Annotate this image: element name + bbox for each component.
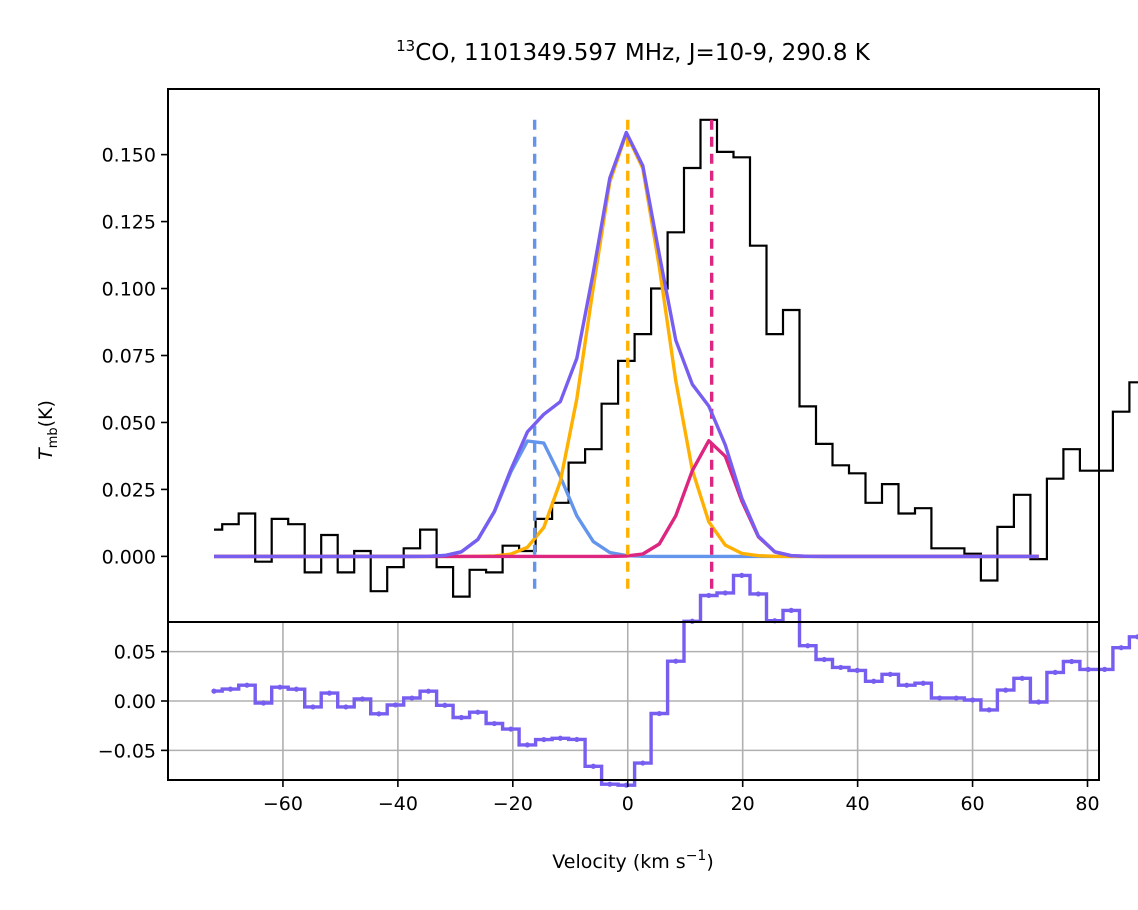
residual-point bbox=[277, 684, 283, 690]
residual-point bbox=[244, 682, 250, 688]
residual-point bbox=[524, 742, 530, 748]
residual-point bbox=[755, 591, 761, 597]
residual-point bbox=[656, 710, 662, 717]
residual-point bbox=[491, 720, 497, 727]
residual-point bbox=[970, 697, 976, 703]
residual-point bbox=[1102, 666, 1108, 673]
residual-point bbox=[673, 658, 679, 664]
residual-point bbox=[326, 690, 333, 696]
residual-point bbox=[376, 711, 382, 717]
residual-point bbox=[574, 736, 580, 743]
y-axis-label: Tmb(K) bbox=[35, 400, 61, 460]
residual-point bbox=[359, 696, 366, 702]
residual-point bbox=[1036, 699, 1042, 705]
residual-point bbox=[425, 688, 431, 694]
x-axis-label-close: ) bbox=[706, 851, 713, 873]
residual-point bbox=[904, 682, 910, 688]
x-tick-label: −20 bbox=[493, 793, 533, 815]
main-y-tick-label: 0.150 bbox=[102, 145, 156, 167]
residual-point bbox=[211, 688, 217, 694]
residual-point bbox=[442, 702, 448, 708]
residual-point bbox=[722, 590, 728, 596]
x-tick-label: 80 bbox=[1075, 793, 1099, 815]
residual-point bbox=[293, 686, 300, 692]
residual-y-tick-label: −0.05 bbox=[98, 740, 156, 762]
residual-point bbox=[310, 704, 316, 710]
residual-point bbox=[986, 707, 992, 713]
residual-steps bbox=[214, 573, 1138, 787]
x-axis: −60 −40 −20 0 20 40 60 80 bbox=[263, 780, 1100, 815]
residual-point bbox=[409, 695, 415, 701]
main-y-tick-label: 0.100 bbox=[102, 279, 156, 301]
y-axis-label-symbol: T bbox=[35, 447, 57, 460]
residual-point bbox=[541, 736, 547, 743]
residual-point bbox=[805, 643, 811, 649]
residual-point bbox=[788, 607, 794, 613]
x-axis-label: Velocity (km s−1) bbox=[552, 848, 714, 873]
x-axis-label-text: Velocity (km s bbox=[552, 851, 685, 873]
residual-point bbox=[1019, 675, 1025, 681]
x-tick-label: 0 bbox=[622, 793, 634, 815]
residual-point bbox=[1085, 666, 1091, 673]
main-y-tick-label: 0.125 bbox=[102, 212, 156, 234]
residual-point bbox=[227, 686, 234, 692]
residual-point bbox=[557, 735, 563, 741]
main-y-tick-label: 0.000 bbox=[102, 546, 156, 568]
residual-point bbox=[640, 760, 646, 766]
main-y-tick-label: 0.025 bbox=[102, 479, 156, 501]
residual-point bbox=[458, 714, 464, 721]
residual-point bbox=[590, 763, 596, 769]
x-tick-label: −40 bbox=[378, 793, 418, 815]
residual-y-axis: −0.05 0.00 0.05 bbox=[98, 642, 168, 762]
x-tick-label: −60 bbox=[263, 793, 303, 815]
residual-y-tick-label: 0.05 bbox=[114, 642, 156, 664]
residual-point bbox=[607, 781, 613, 787]
residual-point bbox=[871, 678, 877, 684]
x-tick-label: 60 bbox=[960, 793, 984, 815]
residual-point bbox=[343, 704, 349, 710]
residual-point bbox=[1003, 687, 1009, 693]
main-y-tick-label: 0.050 bbox=[102, 412, 156, 434]
residual-point bbox=[854, 667, 860, 673]
title-superscript: 13 bbox=[396, 37, 415, 55]
residual-point bbox=[821, 656, 827, 663]
residual-point bbox=[1052, 669, 1058, 675]
chart-title: 13CO, 1101349.597 MHz, J=10-9, 290.8 K bbox=[396, 37, 871, 66]
x-tick-label: 40 bbox=[846, 793, 870, 815]
title-text: CO, 1101349.597 MHz, J=10-9, 290.8 K bbox=[415, 40, 871, 66]
residual-point bbox=[1118, 645, 1124, 651]
residual-point bbox=[1135, 634, 1138, 640]
main-series-layer bbox=[214, 118, 1138, 598]
x-axis-label-superscript: −1 bbox=[686, 848, 707, 864]
residual-point bbox=[953, 695, 959, 701]
total-fit-curve bbox=[214, 130, 1039, 559]
residual-grid bbox=[168, 622, 1099, 780]
main-y-tick-label: 0.075 bbox=[102, 346, 156, 368]
residual-y-tick-label: 0.00 bbox=[114, 691, 156, 713]
residual-point bbox=[475, 709, 481, 715]
observed-spectrum bbox=[214, 118, 1138, 598]
x-tick-label: 20 bbox=[731, 793, 755, 815]
y-axis-label-unit: (K) bbox=[35, 400, 57, 427]
residual-plot-frame bbox=[167, 621, 1100, 781]
residual-point bbox=[920, 680, 926, 686]
residual-point bbox=[739, 572, 745, 579]
residual-point bbox=[937, 695, 943, 701]
residual-point bbox=[887, 671, 893, 677]
residual-point bbox=[706, 592, 712, 599]
residual-point bbox=[392, 702, 399, 708]
residual-point bbox=[838, 664, 844, 671]
residual-series-layer bbox=[211, 572, 1138, 788]
residual-point bbox=[1069, 658, 1075, 665]
y-axis-label-subscript: mb bbox=[46, 427, 61, 448]
residual-point bbox=[508, 726, 514, 732]
main-y-axis: 0.000 0.025 0.050 0.075 0.100 0.125 0.150 bbox=[102, 145, 168, 568]
residual-point bbox=[260, 700, 267, 706]
